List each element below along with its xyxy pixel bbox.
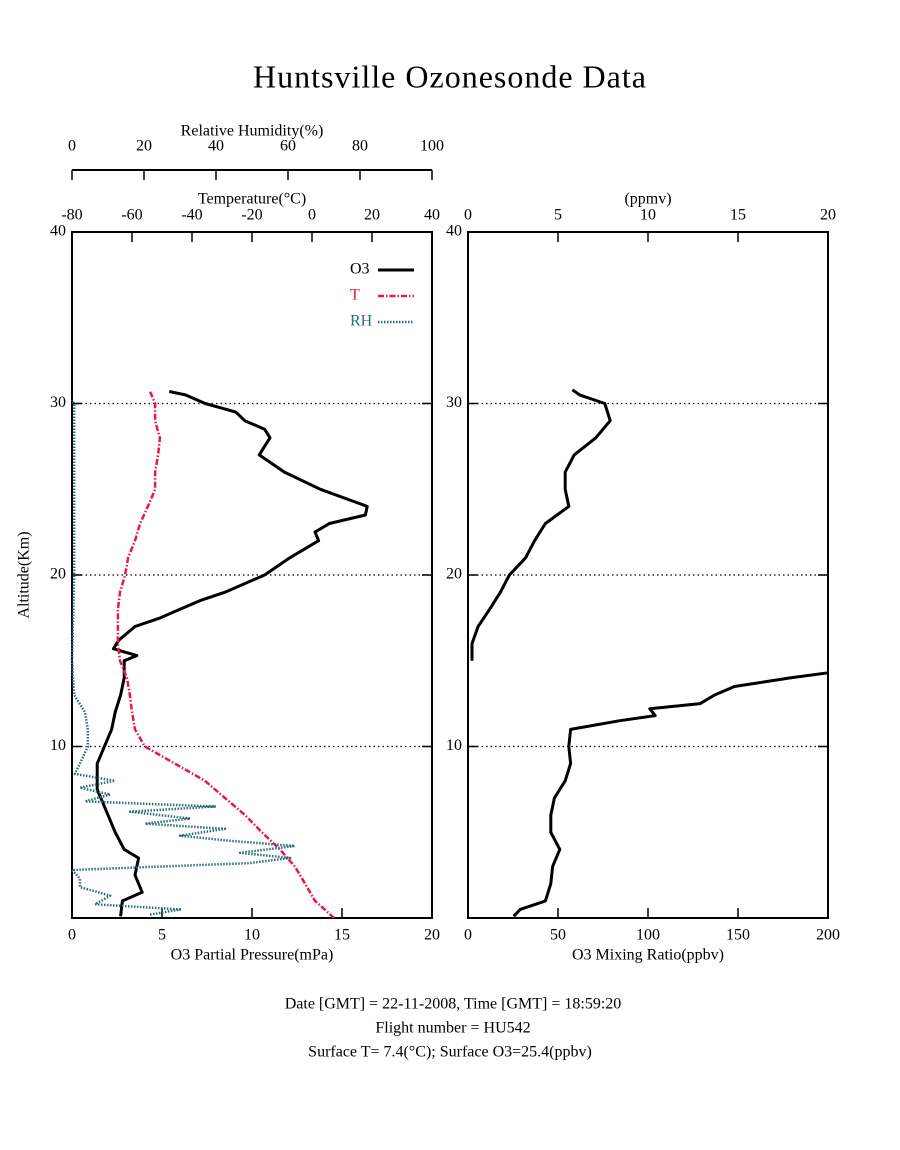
x3-tick-label: 60 xyxy=(280,138,296,155)
x2-axis-label: Temperature(°C) xyxy=(198,191,306,208)
x-tick-label: 100 xyxy=(636,927,660,944)
x3-tick-label: 100 xyxy=(420,138,444,155)
x3-tick-label: 40 xyxy=(208,138,224,155)
x-tick-label: 10 xyxy=(244,927,260,944)
profile-line xyxy=(95,390,369,917)
y-axis-label: Altitude(Km) xyxy=(16,531,33,618)
profile-line xyxy=(470,388,612,661)
x2-tick-label: 40 xyxy=(424,207,440,224)
x2-tick-label: 20 xyxy=(820,207,836,224)
y-tick-label: 40 xyxy=(446,223,462,240)
x3-axis-label: Relative Humidity(%) xyxy=(181,123,324,140)
x3-tick-label: 0 xyxy=(68,138,76,155)
x-tick-label: 5 xyxy=(158,927,166,944)
legend-label: T xyxy=(350,287,360,304)
x2-tick-label: -60 xyxy=(121,207,142,224)
x3-tick-label: 80 xyxy=(352,138,368,155)
x-tick-label: 50 xyxy=(550,927,566,944)
chart-title: Huntsville Ozonesonde Data xyxy=(253,58,647,94)
x-tick-label: 150 xyxy=(726,927,750,944)
footer-line: Date [GMT] = 22-11-2008, Time [GMT] = 18… xyxy=(285,996,622,1013)
x2-tick-label: -20 xyxy=(241,207,262,224)
x2-tick-label: -80 xyxy=(61,207,82,224)
x2-tick-label: 20 xyxy=(364,207,380,224)
x2-tick-label: 15 xyxy=(730,207,746,224)
legend-label: RH xyxy=(350,313,373,330)
y-tick-label: 10 xyxy=(50,737,66,754)
profile-line xyxy=(70,399,297,916)
x2-tick-label: 10 xyxy=(640,207,656,224)
y-tick-label: 30 xyxy=(446,394,462,411)
x-tick-label: 20 xyxy=(424,927,440,944)
x-axis-label: O3 Mixing Ratio(ppbv) xyxy=(572,947,724,964)
x2-axis-label: (ppmv) xyxy=(624,191,671,208)
x-tick-label: 15 xyxy=(334,927,350,944)
x2-tick-label: 5 xyxy=(554,207,562,224)
y-tick-label: 20 xyxy=(50,566,66,583)
x-tick-label: 0 xyxy=(464,927,472,944)
x3-tick-label: 20 xyxy=(136,138,152,155)
profile-line xyxy=(116,391,336,919)
x-tick-label: 200 xyxy=(816,927,840,944)
x-axis-label: O3 Partial Pressure(mPa) xyxy=(171,947,334,964)
legend-label: O3 xyxy=(350,261,370,278)
x2-tick-label: 0 xyxy=(308,207,316,224)
x-tick-label: 0 xyxy=(68,927,76,944)
y-tick-label: 20 xyxy=(446,566,462,583)
footer-line: Flight number = HU542 xyxy=(375,1020,530,1037)
profile-line xyxy=(512,671,829,918)
y-tick-label: 30 xyxy=(50,394,66,411)
x2-tick-label: -40 xyxy=(181,207,202,224)
footer-line: Surface T= 7.4(°C); Surface O3=25.4(ppbv… xyxy=(308,1044,592,1061)
x2-tick-label: 0 xyxy=(464,207,472,224)
y-tick-label: 10 xyxy=(446,737,462,754)
y-tick-label: 40 xyxy=(50,223,66,240)
